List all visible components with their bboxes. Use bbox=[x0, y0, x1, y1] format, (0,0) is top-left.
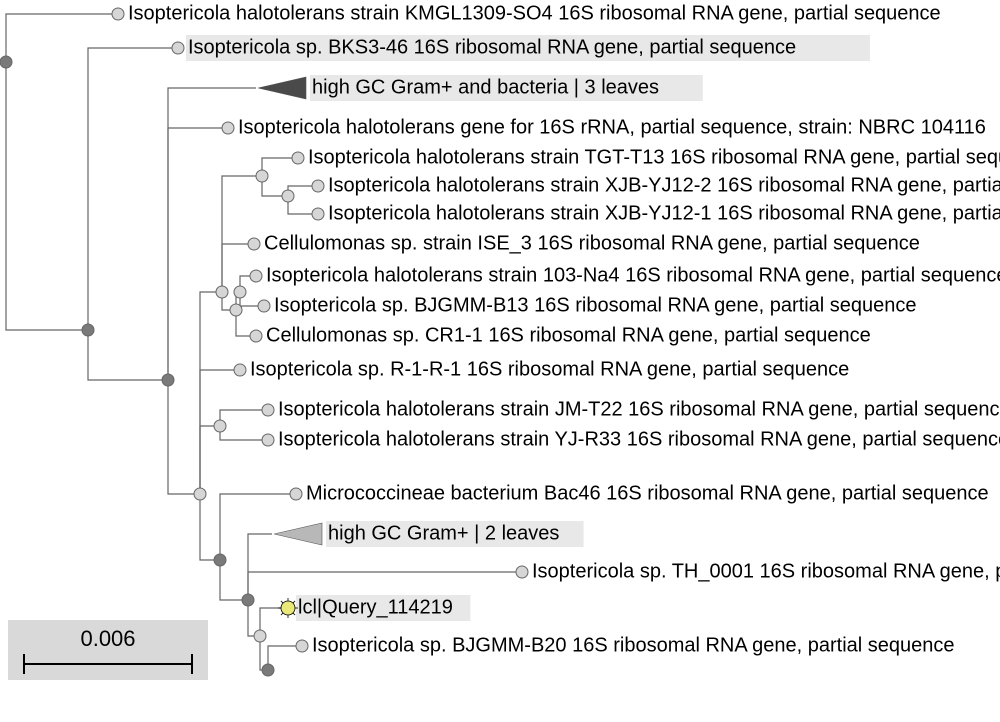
leaf-node-icon[interactable] bbox=[516, 566, 528, 578]
internal-node-icon[interactable] bbox=[254, 630, 266, 642]
branch bbox=[200, 426, 220, 494]
scale-bar-value: 0.006 bbox=[80, 626, 135, 651]
collapsed-clade-icon[interactable] bbox=[274, 523, 322, 545]
internal-node-icon[interactable] bbox=[256, 170, 268, 182]
branch bbox=[220, 410, 268, 426]
branch bbox=[6, 14, 118, 62]
leaf-node-icon[interactable] bbox=[234, 364, 246, 376]
phylogenetic-tree: Isoptericola halotolerans strain KMGL130… bbox=[0, 0, 1000, 722]
leaf-node-icon[interactable] bbox=[112, 8, 124, 20]
leaf-node-icon[interactable] bbox=[250, 330, 262, 342]
taxon-label[interactable]: Isoptericola halotolerans strain XJB-YJ1… bbox=[328, 202, 1000, 224]
branch bbox=[200, 292, 222, 494]
leaf-node-icon[interactable] bbox=[172, 42, 184, 54]
branch bbox=[6, 62, 88, 330]
taxon-label[interactable]: Isoptericola sp. BJGMM-B20 16S ribosomal… bbox=[312, 634, 955, 656]
leaf-node-icon[interactable] bbox=[262, 434, 274, 446]
branch bbox=[200, 494, 220, 560]
internal-node-icon[interactable] bbox=[230, 304, 242, 316]
taxon-label[interactable]: high GC Gram+ | 2 leaves bbox=[328, 522, 559, 544]
branch bbox=[88, 48, 178, 330]
leaf-node-icon[interactable] bbox=[312, 180, 324, 192]
taxon-label[interactable]: Isoptericola halotolerans strain JM-T22 … bbox=[278, 398, 1000, 420]
internal-node-icon[interactable] bbox=[82, 324, 94, 336]
taxon-label[interactable]: Micrococcineae bacterium Bac46 16S ribos… bbox=[306, 482, 989, 504]
internal-node-icon[interactable] bbox=[0, 56, 12, 68]
leaf-node-icon[interactable] bbox=[292, 152, 304, 164]
taxon-label[interactable]: Isoptericola halotolerans strain KMGL130… bbox=[128, 2, 941, 24]
internal-node-icon[interactable] bbox=[242, 594, 254, 606]
taxon-label[interactable]: Cellulomonas sp. strain ISE_3 16S riboso… bbox=[264, 232, 920, 254]
internal-node-icon[interactable] bbox=[214, 554, 226, 566]
internal-node-icon[interactable] bbox=[262, 664, 274, 676]
leaf-node-icon[interactable] bbox=[290, 488, 302, 500]
taxon-label[interactable]: Cellulomonas sp. CR1-1 16S ribosomal RNA… bbox=[266, 324, 871, 346]
taxon-label[interactable]: Isoptericola halotolerans gene for 16S r… bbox=[238, 116, 986, 138]
taxon-label[interactable]: Isoptericola sp. R-1-R-1 16S ribosomal R… bbox=[250, 358, 849, 380]
taxon-label[interactable]: Isoptericola sp. BJGMM-B13 16S ribosomal… bbox=[274, 294, 917, 316]
internal-node-icon[interactable] bbox=[162, 374, 174, 386]
taxon-label[interactable]: Isoptericola sp. TH_0001 16S ribosomal R… bbox=[532, 560, 1000, 582]
taxon-label[interactable]: Isoptericola halotolerans strain 103-Na4… bbox=[266, 264, 1000, 286]
leaf-node-icon[interactable] bbox=[248, 238, 260, 250]
taxon-label[interactable]: high GC Gram+ and bacteria | 3 leaves bbox=[312, 76, 659, 98]
internal-node-icon[interactable] bbox=[194, 488, 206, 500]
taxon-label[interactable]: Isoptericola halotolerans strain YJ-R33 … bbox=[278, 428, 1000, 450]
internal-node-icon[interactable] bbox=[216, 286, 228, 298]
branch bbox=[222, 244, 254, 292]
branch bbox=[248, 534, 272, 600]
leaf-node-icon[interactable] bbox=[258, 300, 270, 312]
branch bbox=[220, 560, 248, 600]
query-node-icon[interactable] bbox=[281, 601, 295, 615]
branch bbox=[220, 494, 296, 560]
internal-node-icon[interactable] bbox=[214, 420, 226, 432]
taxon-label[interactable]: Isoptericola halotolerans strain TGT-T13… bbox=[308, 146, 1000, 168]
branch bbox=[88, 330, 168, 380]
query-label[interactable]: lcl|Query_114219 bbox=[298, 596, 453, 618]
internal-node-icon[interactable] bbox=[282, 190, 294, 202]
leaf-node-icon[interactable] bbox=[262, 404, 274, 416]
leaf-node-icon[interactable] bbox=[250, 270, 262, 282]
branch bbox=[168, 380, 200, 494]
internal-node-icon[interactable] bbox=[234, 286, 246, 298]
leaf-node-icon[interactable] bbox=[222, 122, 234, 134]
branch bbox=[220, 426, 268, 440]
branch bbox=[168, 128, 228, 380]
taxon-label[interactable]: Isoptericola sp. BKS3-46 16S ribosomal R… bbox=[188, 36, 796, 58]
leaf-node-icon[interactable] bbox=[296, 640, 308, 652]
collapsed-clade-icon[interactable] bbox=[258, 77, 306, 99]
taxon-label[interactable]: Isoptericola halotolerans strain XJB-YJ1… bbox=[328, 174, 1000, 196]
leaf-node-icon[interactable] bbox=[312, 208, 324, 220]
